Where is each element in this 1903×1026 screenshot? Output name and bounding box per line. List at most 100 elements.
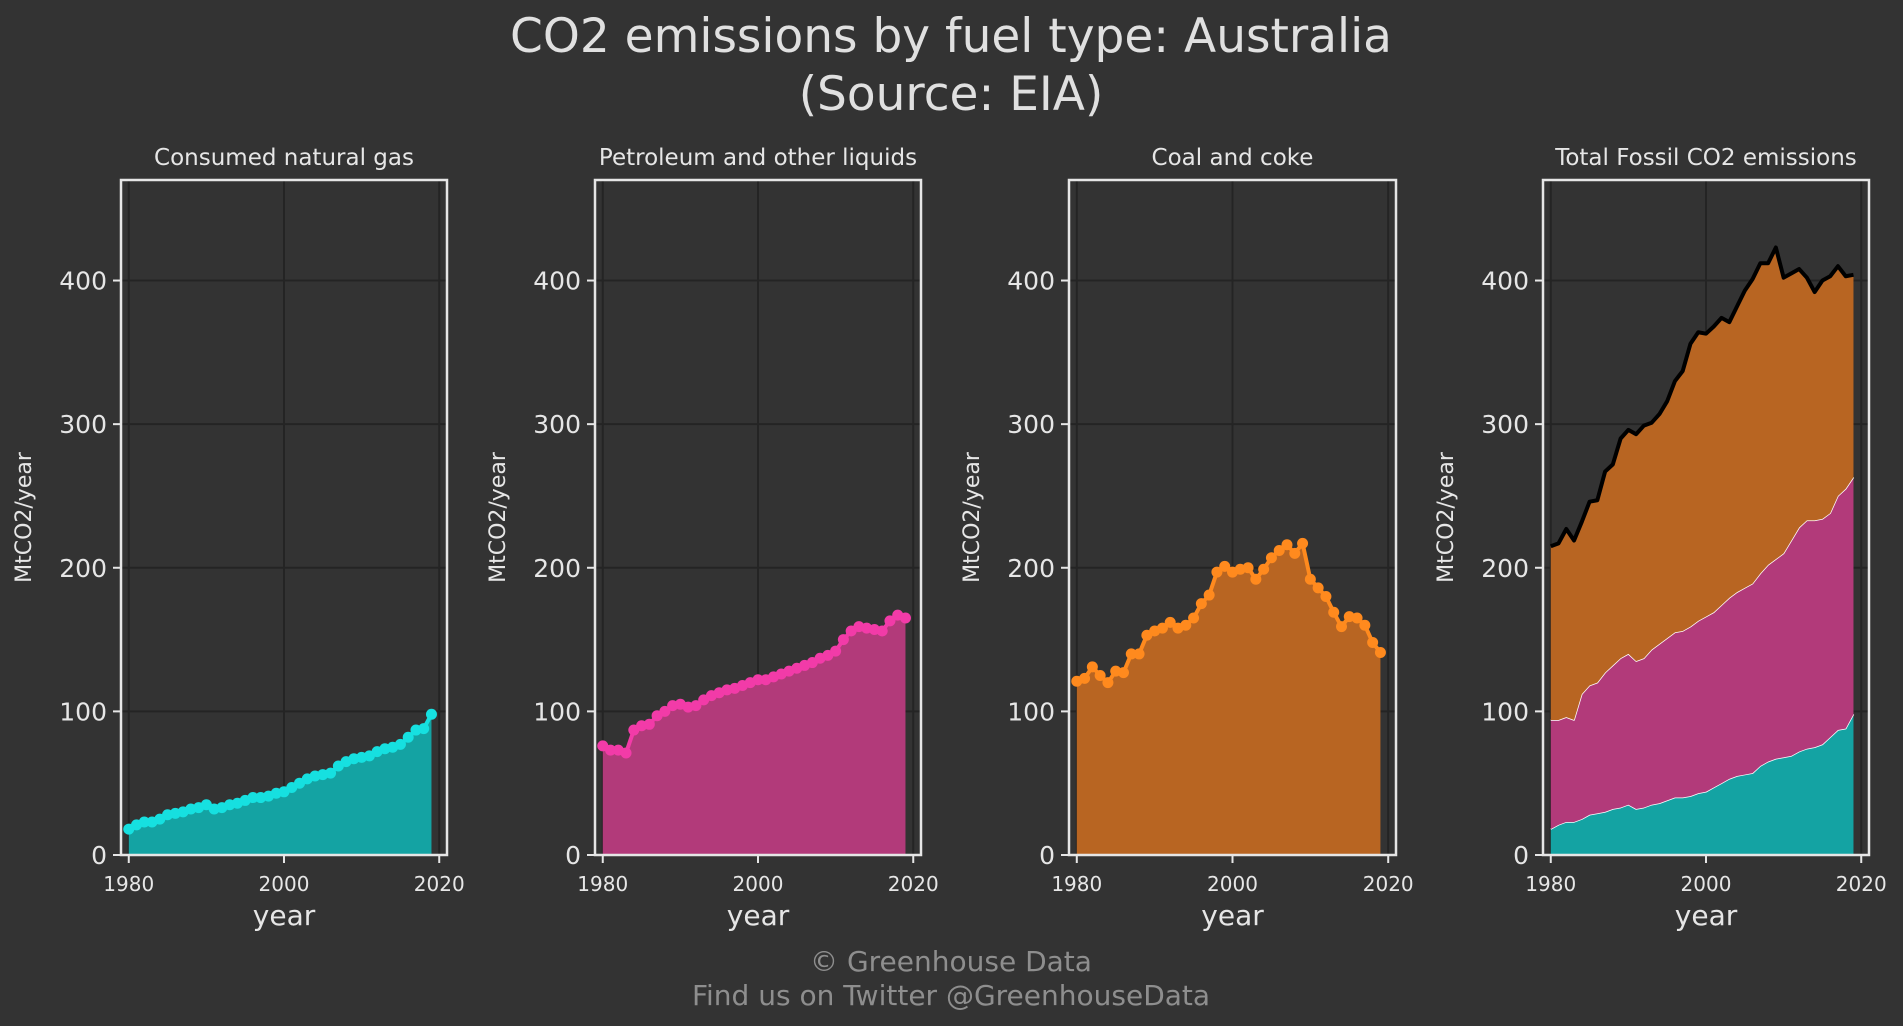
y-tick-label: 300 [1481,410,1529,439]
y-tick-label: 200 [59,554,107,583]
y-axis-label: MtCO2/year [960,451,985,583]
data-point [1094,669,1106,681]
data-point [1125,648,1137,660]
panel-3: 0 100 200 300 400 1980 2000 2020 Coal and coke ye… [960,145,1414,932]
data-point [1219,560,1231,572]
data-point [1188,612,1200,624]
panel-title: Petroleum and other liquids [599,145,917,171]
data-point [1328,606,1340,618]
data-point [620,747,632,759]
y-tick-label: 400 [59,267,107,296]
data-point [1289,547,1301,559]
data-point [659,705,671,717]
y-tick-label: 300 [1007,410,1055,439]
data-point [1211,566,1223,578]
y-tick-label: 300 [59,410,107,439]
data-point [1195,598,1207,610]
y-tick-label: 200 [1481,554,1529,583]
data-point [899,612,911,624]
data-point [830,645,842,657]
footer-copyright: © Greenhouse Data [810,945,1092,978]
data-point [1336,621,1347,633]
data-point [1203,589,1215,601]
y-tick-label: 0 [91,841,107,870]
total-line [1550,245,1854,549]
panel-title: Total Fossil CO2 emissions [1554,145,1857,171]
y-axis-label: MtCO2/year [486,451,511,583]
data-point [1133,648,1145,660]
data-point [402,731,414,743]
data-point [1273,545,1285,557]
x-tick-label: 2020 [888,872,939,896]
data-point [394,738,406,750]
data-point [1102,677,1114,689]
data-point [247,792,259,804]
y-tick-label: 100 [533,697,581,726]
x-tick-label: 1980 [577,872,628,896]
panel-title: Consumed natural gas [154,145,414,171]
x-axis-label: year [727,899,790,932]
data-point [1079,672,1091,684]
chart-title: CO2 emissions by fuel type: Australia [510,9,1392,64]
data-point [1250,573,1262,585]
data-point [876,625,888,637]
data-point [1164,616,1176,628]
data-point [1258,563,1270,575]
footer-twitter: Find us on Twitter @GreenhouseData [692,979,1210,1012]
stack-area-3 [1550,247,1854,720]
series-area [602,615,906,855]
y-tick-label: 0 [565,841,581,870]
y-tick-label: 0 [1039,841,1055,870]
stack-area-1 [1550,714,1854,855]
data-point [138,816,150,828]
x-tick-label: 2000 [259,872,310,896]
x-axis-label: year [1675,899,1738,932]
panel-1: 0 100 200 300 400 1980 2000 2020 Consumed natura… [12,145,465,932]
y-tick-label: 400 [533,267,581,296]
data-point [643,718,655,730]
data-point [1265,552,1277,564]
data-point [837,634,849,646]
x-tick-label: 2020 [1363,872,1414,896]
x-axis-label: year [253,899,316,932]
stack-area-2 [1550,477,1854,830]
data-point [1304,573,1316,585]
data-point [1281,539,1293,551]
data-point [1312,582,1324,594]
data-point [690,700,702,712]
y-tick-label: 300 [533,410,581,439]
panel-title: Coal and coke [1152,145,1314,171]
chart-subtitle: (Source: EIA) [799,67,1104,122]
data-point [1367,636,1379,648]
data-point [325,767,337,779]
data-point [425,708,437,720]
panel-2: 0 100 200 300 400 1980 2000 2020 Petroleum and o… [486,145,939,932]
data-point [605,744,617,756]
x-tick-label: 2020 [414,872,465,896]
y-tick-label: 100 [1007,697,1055,726]
x-tick-label: 2000 [1681,872,1732,896]
y-tick-label: 200 [533,554,581,583]
y-tick-label: 0 [1513,841,1529,870]
data-point [1242,562,1254,574]
y-axis-label: MtCO2/year [1434,451,1459,583]
y-tick-label: 200 [1007,554,1055,583]
data-point [1320,590,1332,602]
y-axis-label: MtCO2/year [12,451,37,583]
x-tick-label: 1980 [1525,872,1576,896]
x-tick-label: 1980 [103,872,154,896]
x-tick-label: 2000 [733,872,784,896]
data-point [1118,667,1129,679]
series-area [128,714,432,855]
data-point [752,674,764,686]
x-tick-label: 2000 [1207,872,1258,896]
x-tick-label: 2020 [1836,872,1887,896]
data-point [1374,647,1386,658]
y-tick-label: 400 [1007,267,1055,296]
data-point [1351,612,1363,624]
y-tick-label: 400 [1481,267,1529,296]
data-point [1156,622,1168,634]
data-point [1086,661,1098,673]
data-point [1297,537,1309,549]
